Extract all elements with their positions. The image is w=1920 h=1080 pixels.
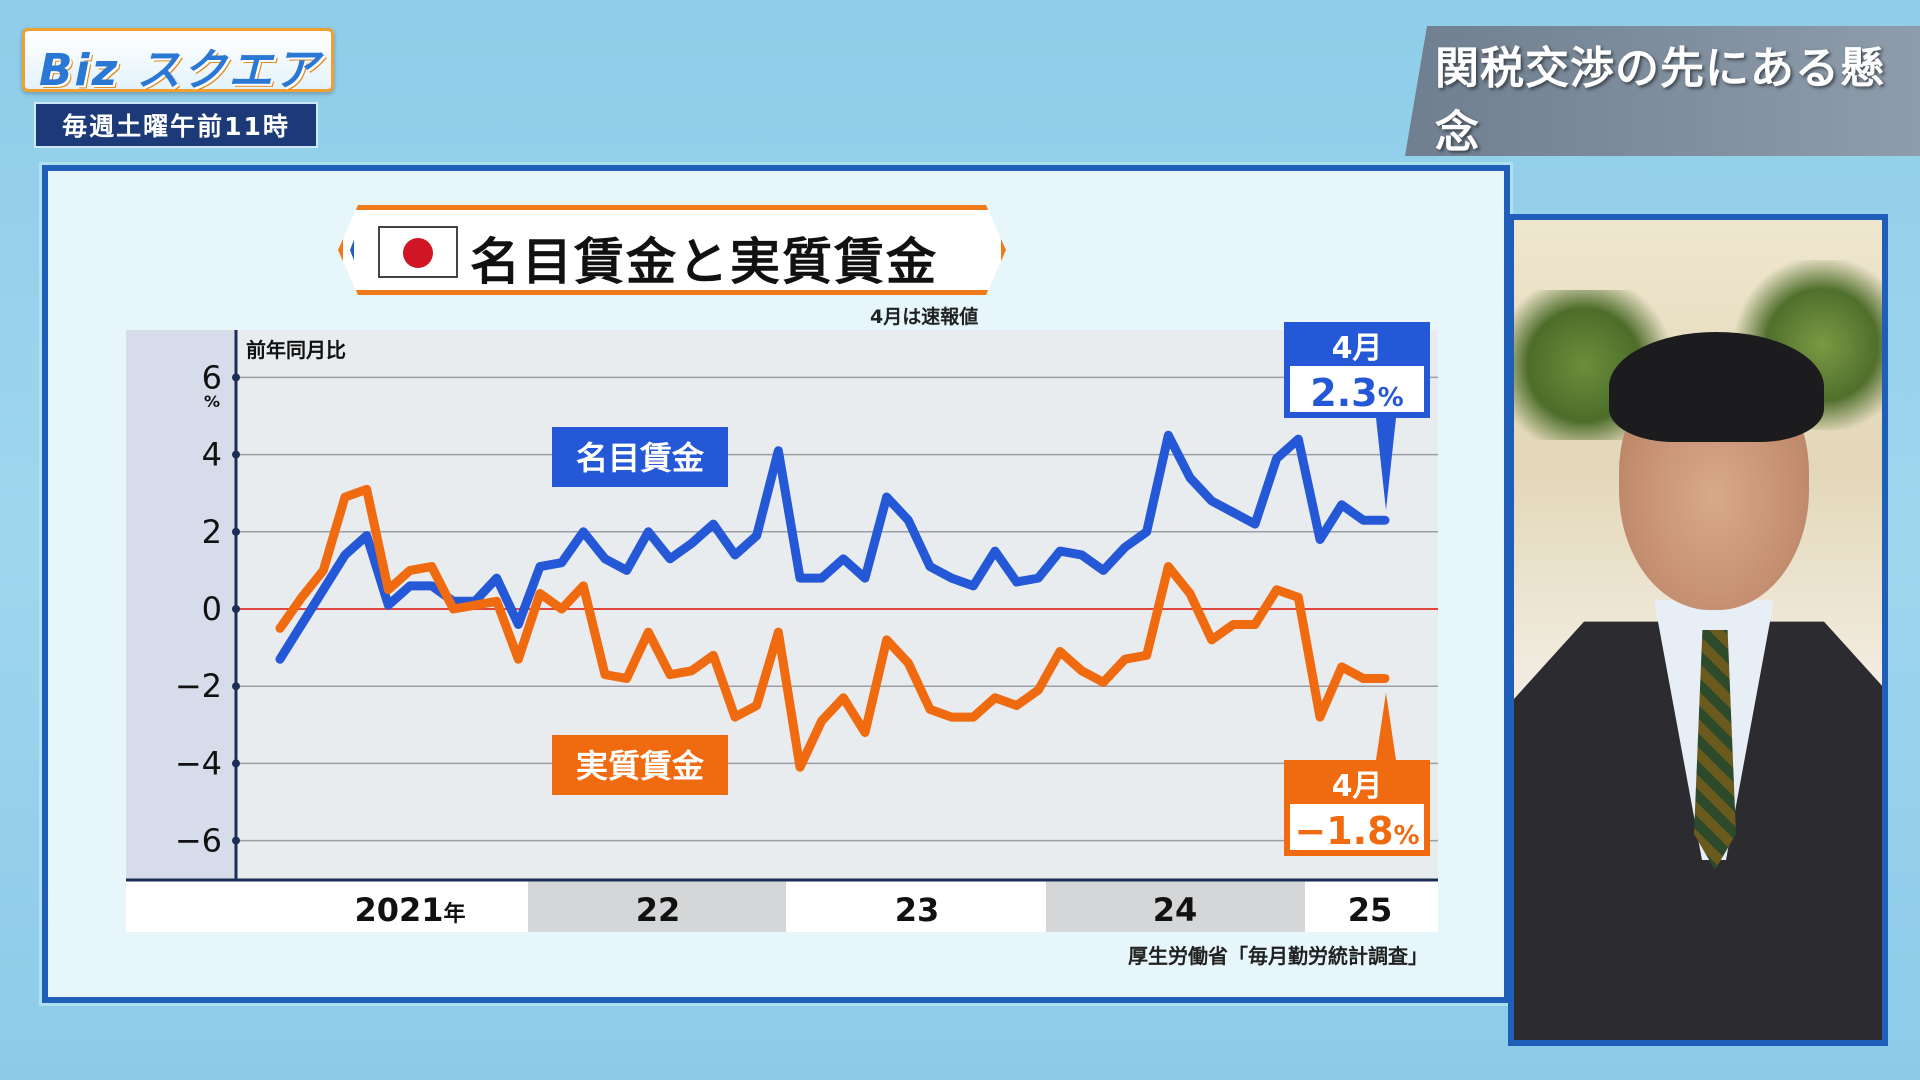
- y-tick-label: −2: [175, 667, 222, 705]
- callout-pointer: [1376, 692, 1396, 760]
- x-year-band: [1305, 880, 1438, 932]
- x-year-label: 24: [1153, 891, 1198, 929]
- callout-month: 4月: [1332, 769, 1383, 804]
- callout-value-bg: [1290, 804, 1424, 850]
- program-logo: Biz スクエア: [22, 28, 334, 96]
- japan-flag-icon: [378, 226, 458, 278]
- y-axis-area: [126, 330, 236, 880]
- y-tick-label: −6: [175, 822, 222, 860]
- series-line-nominal: [275, 430, 1390, 664]
- headline-line-1: 関税交渉の先にある懸念: [1435, 43, 1885, 158]
- series-label: 実質賃金: [576, 747, 705, 785]
- x-year-band: [528, 880, 786, 932]
- callout-month: 4月: [1332, 331, 1383, 366]
- x-year-band: [1046, 880, 1305, 932]
- schedule-badge: 毎週土曜午前11時: [34, 102, 318, 148]
- y-tick-label: −4: [175, 744, 222, 782]
- callout-pointer: [1376, 418, 1396, 511]
- series-label-box: [552, 735, 728, 795]
- y-tick-label: 6: [202, 358, 222, 396]
- x-year-label: 23: [895, 891, 940, 929]
- callout-value-bg: [1290, 366, 1424, 412]
- plot-area: [236, 330, 1438, 880]
- chart-source: 厚生労働省「毎月勤労統計調査」: [1128, 944, 1428, 968]
- x-year-label: 25: [1348, 891, 1393, 929]
- y-tick-label: 2: [202, 513, 222, 551]
- y-tick-label: 0: [202, 590, 222, 628]
- x-year-band: [786, 880, 1046, 932]
- y-axis-title: 前年同月比: [246, 338, 346, 362]
- x-year-label: 2021年: [354, 891, 465, 929]
- x-year-label: 22: [636, 891, 681, 929]
- x-year-band: [126, 880, 528, 932]
- y-unit-label: %: [204, 392, 220, 411]
- series-line-real: [275, 484, 1390, 772]
- y-tick-label: 4: [202, 436, 222, 474]
- commentator-video: [1508, 214, 1888, 1046]
- series-label-box: [552, 427, 728, 487]
- chart-title: 名目賃金と実質賃金: [470, 233, 938, 291]
- chart-note: 4月は速報値: [870, 306, 979, 328]
- series-label: 名目賃金: [576, 439, 705, 477]
- callout-value: −1.8%: [1294, 809, 1419, 853]
- headline-banner: 関税交渉の先にある懸念 中小賃上げ・米インフレ: [1405, 26, 1920, 156]
